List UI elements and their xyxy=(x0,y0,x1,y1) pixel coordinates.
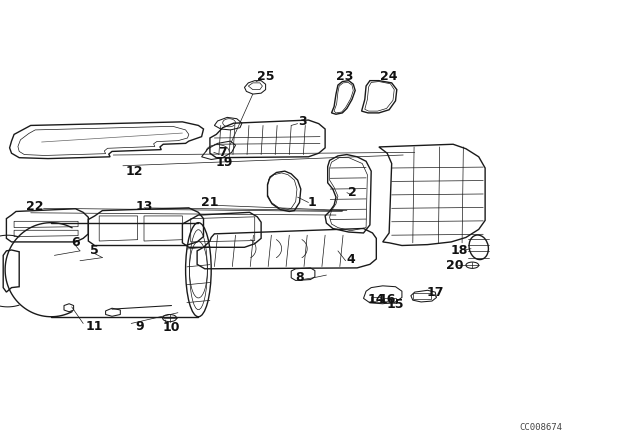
Text: 6: 6 xyxy=(71,236,80,250)
Text: 18: 18 xyxy=(451,244,468,258)
Text: 19: 19 xyxy=(215,155,233,169)
Text: 13: 13 xyxy=(135,199,153,213)
Text: 7: 7 xyxy=(218,146,227,159)
Text: 1: 1 xyxy=(308,196,317,209)
Text: 9: 9 xyxy=(135,319,144,333)
Text: 16: 16 xyxy=(378,293,396,306)
Text: 5: 5 xyxy=(90,244,99,258)
Text: 2: 2 xyxy=(348,186,356,199)
Text: 8: 8 xyxy=(295,271,304,284)
Text: CC008674: CC008674 xyxy=(519,423,563,432)
Text: 3: 3 xyxy=(298,115,307,129)
Text: 25: 25 xyxy=(257,69,275,83)
Text: 20: 20 xyxy=(445,258,463,272)
Text: 4: 4 xyxy=(346,253,355,267)
Text: 10: 10 xyxy=(163,321,180,335)
Text: 23: 23 xyxy=(335,69,353,83)
Text: 11: 11 xyxy=(86,319,104,333)
Text: 21: 21 xyxy=(201,196,219,209)
Text: 17: 17 xyxy=(426,285,444,299)
Text: 24: 24 xyxy=(380,69,398,83)
Text: 22: 22 xyxy=(26,199,44,213)
Text: 15: 15 xyxy=(387,298,404,311)
Text: 12: 12 xyxy=(125,164,143,178)
Text: 14: 14 xyxy=(367,293,385,306)
